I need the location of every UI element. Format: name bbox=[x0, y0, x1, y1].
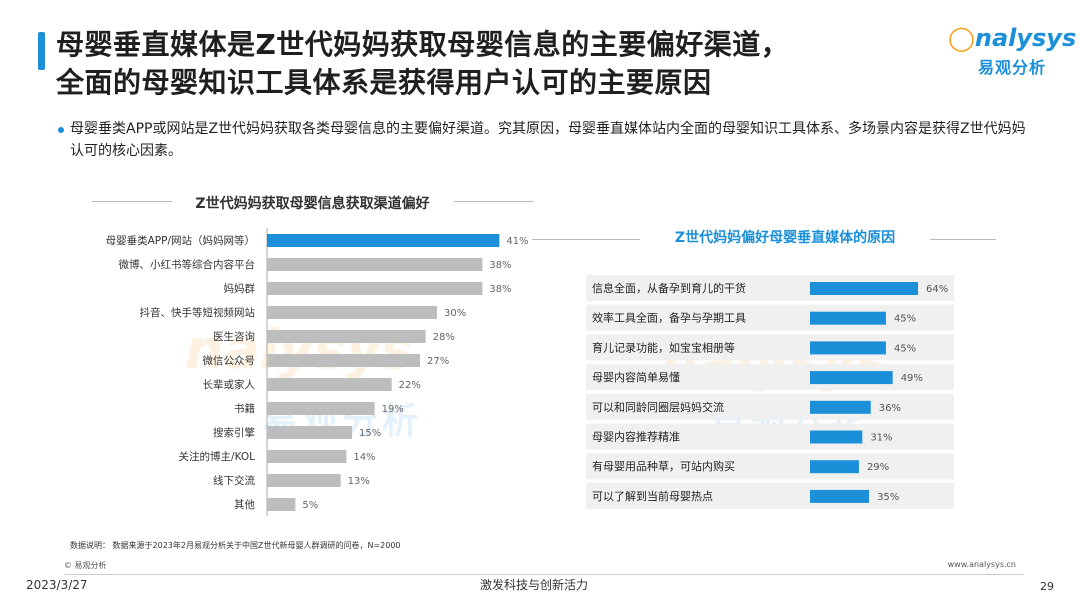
left-value-label: 38% bbox=[489, 284, 511, 295]
left-bar bbox=[267, 306, 437, 319]
left-bar bbox=[267, 258, 483, 271]
page-title: 母婴垂直媒体是Z世代妈妈获取母婴信息的主要偏好渠道， 全面的母婴知识工具体系是获… bbox=[56, 26, 789, 102]
right-value-label: 64% bbox=[926, 284, 948, 295]
left-bar bbox=[267, 426, 352, 439]
right-row-background bbox=[586, 482, 954, 509]
left-category-label: 线下交流 bbox=[213, 474, 255, 487]
right-bar bbox=[810, 460, 859, 474]
right-value-label: 45% bbox=[894, 343, 916, 354]
footer-divider bbox=[64, 574, 1024, 575]
left-title-rule-left bbox=[92, 201, 172, 202]
right-chart-title: Z世代妈妈偏好母婴垂直媒体的原因 bbox=[674, 230, 896, 246]
left-value-label: 19% bbox=[382, 404, 404, 415]
left-value-label: 27% bbox=[427, 356, 449, 367]
data-source-note: 数据说明： 数据来源于2023年2月易观分析关于中国Z世代新母婴人群调研的问卷，… bbox=[70, 541, 401, 550]
copyright-text: © 易观分析 bbox=[64, 561, 107, 570]
right-title-rule-left bbox=[532, 239, 640, 240]
right-row-background bbox=[586, 304, 954, 331]
left-bar bbox=[267, 234, 500, 247]
logo-o-icon: ◯ bbox=[948, 24, 975, 52]
footer-slogan: 激发科技与创新活力 bbox=[480, 578, 589, 592]
right-category-label: 可以了解到当前母婴热点 bbox=[592, 489, 713, 503]
right-bar bbox=[810, 282, 918, 295]
left-category-label: 书籍 bbox=[234, 402, 255, 415]
right-bar bbox=[810, 400, 871, 414]
title-accent-bar bbox=[38, 32, 45, 70]
right-row-background bbox=[586, 453, 954, 480]
right-bar bbox=[810, 341, 886, 355]
left-value-label: 28% bbox=[433, 332, 455, 343]
right-bar bbox=[810, 430, 863, 444]
right-title-rule-right bbox=[930, 239, 996, 240]
right-category-label: 可以和同龄同圈层妈妈交流 bbox=[592, 400, 724, 414]
left-category-label: 关注的博主/KOL bbox=[179, 450, 256, 463]
right-category-label: 有母婴用品种草，可站内购买 bbox=[592, 459, 735, 473]
left-value-label: 14% bbox=[353, 452, 375, 463]
summary-text: 母婴垂类APP或网站是Z世代妈妈获取各类母婴信息的主要偏好渠道。究其原因，母婴垂… bbox=[70, 121, 1026, 159]
left-category-label: 微信公众号 bbox=[203, 354, 256, 367]
right-value-label: 35% bbox=[877, 492, 899, 503]
logo-en-text: nalysys bbox=[974, 24, 1077, 52]
left-bar bbox=[267, 402, 375, 415]
left-title-rule-right bbox=[454, 201, 534, 202]
right-category-label: 母婴内容简单易懂 bbox=[592, 370, 680, 384]
left-value-label: 13% bbox=[348, 476, 370, 487]
right-value-label: 45% bbox=[894, 314, 916, 325]
left-bar bbox=[267, 282, 483, 295]
left-category-label: 其他 bbox=[234, 498, 255, 511]
left-value-label: 22% bbox=[399, 380, 421, 391]
right-bar bbox=[810, 311, 886, 325]
left-bar bbox=[267, 498, 296, 511]
left-bar bbox=[267, 354, 420, 367]
left-bar bbox=[267, 474, 341, 487]
left-value-label: 15% bbox=[359, 428, 381, 439]
right-bar bbox=[810, 371, 893, 385]
right-category-label: 效率工具全面，备孕与孕期工具 bbox=[592, 311, 746, 325]
left-value-label: 30% bbox=[444, 308, 466, 319]
watermark-en-left: nalysys bbox=[185, 318, 414, 381]
left-chart-title: Z世代妈妈获取母婴信息获取渠道偏好 bbox=[195, 196, 430, 212]
left-category-label: 微博、小红书等综合内容平台 bbox=[119, 258, 256, 271]
right-category-label: 信息全面，从备孕到育儿的干货 bbox=[592, 281, 746, 295]
page-number: 29 bbox=[1040, 580, 1054, 593]
channel-preference-chart: 母婴垂类APP/网站（妈妈网等） 41% 微博、小红书等综合内容平台 38% 妈妈群 38… bbox=[106, 228, 529, 516]
right-row-background bbox=[586, 334, 954, 361]
left-category-label: 医生咨询 bbox=[213, 330, 255, 343]
left-category-label: 搜索引擎 bbox=[213, 426, 255, 439]
right-row-background bbox=[586, 393, 954, 420]
right-bar bbox=[810, 489, 870, 503]
left-bar bbox=[267, 450, 347, 463]
left-category-label: 母婴垂类APP/网站（妈妈网等） bbox=[106, 234, 255, 247]
left-value-label: 38% bbox=[489, 260, 511, 271]
analysys-logo: ◯nalysys 易观分析 bbox=[948, 24, 1076, 84]
left-category-label: 妈妈群 bbox=[224, 282, 256, 295]
right-value-label: 49% bbox=[901, 373, 923, 384]
website-link[interactable]: www.analysys.cn bbox=[947, 560, 1016, 569]
right-value-label: 29% bbox=[867, 462, 889, 473]
right-row-background bbox=[586, 423, 954, 450]
page-title-line-2: 全面的母婴知识工具体系是获得用户认可的主要原因 bbox=[56, 66, 712, 99]
page-title-line-1: 母婴垂直媒体是Z世代妈妈获取母婴信息的主要偏好渠道， bbox=[56, 28, 790, 61]
logo-wordmark: ◯nalysys bbox=[948, 24, 1076, 52]
left-bar bbox=[267, 378, 392, 391]
left-category-label: 抖音、快手等短视频网站 bbox=[140, 306, 256, 319]
right-value-label: 31% bbox=[870, 433, 892, 444]
right-category-label: 母婴内容推荐精准 bbox=[592, 430, 680, 444]
vertical-media-reason-chart: 信息全面，从备孕到育儿的干货 64% 效率工具全面，备孕与孕期工具 45% 育儿记录功能… bbox=[586, 275, 954, 509]
bullet-dot-icon bbox=[58, 127, 64, 133]
right-value-label: 36% bbox=[879, 403, 901, 414]
left-value-label: 5% bbox=[302, 500, 318, 511]
left-bar bbox=[267, 330, 426, 343]
right-category-label: 育儿记录功能，如宝宝相册等 bbox=[592, 340, 735, 354]
report-date: 2023/3/27 bbox=[26, 578, 88, 592]
left-value-label: 41% bbox=[506, 236, 528, 247]
logo-cn-text: 易观分析 bbox=[978, 58, 1047, 77]
left-category-label: 长辈或家人 bbox=[203, 378, 256, 391]
